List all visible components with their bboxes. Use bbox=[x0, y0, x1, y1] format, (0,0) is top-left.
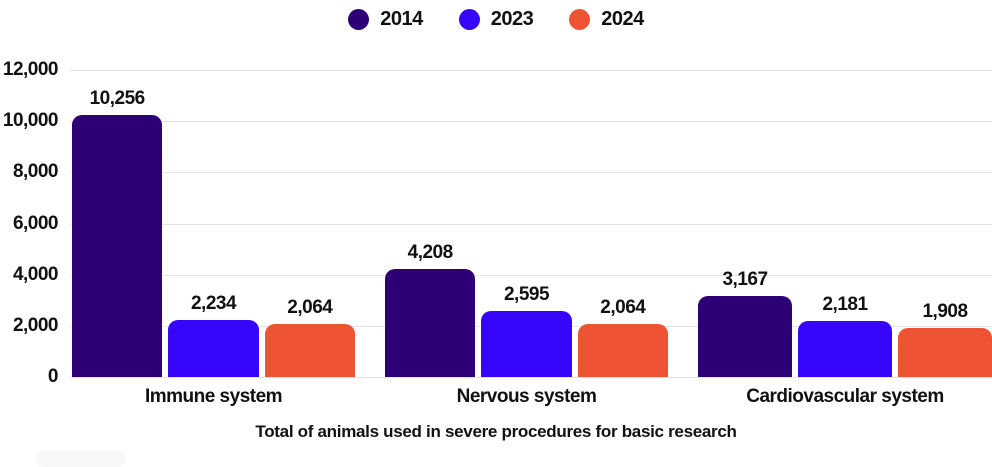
bar-group-immune-system: 10,256 2,234 2,064 bbox=[72, 70, 355, 377]
cutoff-element-partial bbox=[36, 451, 126, 467]
y-axis-tick-label: 12,000 bbox=[2, 59, 59, 80]
bar-value-label: 2,234 bbox=[190, 292, 237, 314]
bar-2023-nervous-system bbox=[481, 310, 572, 377]
legend-label: 2023 bbox=[490, 8, 534, 30]
legend-label: 2014 bbox=[380, 8, 423, 30]
y-axis-tick-label: 10,000 bbox=[2, 110, 59, 132]
legend-dot-icon bbox=[348, 9, 370, 30]
legend-item-2014: 2014 bbox=[348, 8, 423, 31]
bar-column: 2,064 bbox=[264, 70, 355, 377]
bar-group-nervous-system: 4,208 2,595 2,064 bbox=[385, 70, 668, 377]
plot-area: 10,256 2,234 2,064 4,208 2,595 2,064 3,167 2,18… bbox=[72, 70, 992, 377]
bar-column: 2,234 bbox=[168, 70, 259, 377]
bar-value-label: 4,208 bbox=[407, 242, 454, 264]
bar-column: 2,181 bbox=[798, 70, 892, 377]
bar-column: 3,167 bbox=[698, 70, 792, 377]
bar-2024-cardiovascular-system bbox=[898, 328, 992, 377]
category-label: Cardiovascular system bbox=[746, 386, 944, 407]
bar-2024-nervous-system bbox=[577, 324, 668, 377]
gridline bbox=[70, 223, 992, 225]
category-label: Immune system bbox=[144, 386, 283, 407]
bar-2014-cardiovascular-system bbox=[698, 295, 792, 377]
bar-group-cardiovascular-system: 3,167 2,181 1,908 bbox=[698, 70, 992, 377]
bar-column: 2,064 bbox=[577, 70, 668, 377]
bar-2023-immune-system bbox=[168, 319, 259, 377]
bar-column: 10,256 bbox=[72, 70, 163, 377]
legend-item-2024: 2024 bbox=[569, 8, 644, 31]
bar-value-label: 3,167 bbox=[722, 268, 768, 290]
bar-2014-nervous-system bbox=[385, 269, 476, 377]
bar-value-label: 1,908 bbox=[922, 301, 968, 323]
legend-label: 2024 bbox=[601, 8, 644, 30]
bar-column: 4,208 bbox=[385, 70, 476, 377]
bar-column: 1,908 bbox=[898, 70, 992, 377]
y-axis-tick-label: 6,000 bbox=[12, 212, 59, 234]
gridline bbox=[70, 377, 992, 378]
gridline bbox=[70, 121, 992, 123]
gridline bbox=[70, 172, 992, 174]
category-axis: Immune system Nervous system Cardiovascula… bbox=[72, 386, 992, 408]
y-axis-tick-label: 0 bbox=[47, 366, 59, 387]
legend-dot-icon bbox=[458, 9, 480, 30]
bar-value-label: 2,064 bbox=[287, 297, 333, 319]
category-label: Nervous system bbox=[456, 386, 597, 407]
chart-title: Total of animals used in severe procedur… bbox=[255, 422, 737, 441]
bar-2024-immune-system bbox=[264, 324, 355, 377]
legend-item-2023: 2023 bbox=[458, 8, 534, 31]
chart-legend: 2014 2023 2024 bbox=[0, 8, 992, 31]
bar-value-label: 10,256 bbox=[89, 87, 146, 109]
bar-value-label: 2,595 bbox=[503, 283, 550, 305]
gridline bbox=[70, 70, 992, 71]
bar-column: 2,595 bbox=[481, 70, 572, 377]
y-axis-tick-label: 2,000 bbox=[12, 314, 59, 336]
legend-dot-icon bbox=[569, 9, 591, 30]
bar-value-label: 2,181 bbox=[822, 294, 868, 316]
y-axis-tick-label: 4,000 bbox=[12, 263, 59, 285]
y-axis-tick-label: 8,000 bbox=[12, 161, 59, 183]
bar-2023-cardiovascular-system bbox=[798, 321, 892, 377]
bar-value-label: 2,064 bbox=[600, 297, 646, 319]
gridline bbox=[70, 274, 992, 276]
bar-2014-immune-system bbox=[72, 114, 163, 377]
